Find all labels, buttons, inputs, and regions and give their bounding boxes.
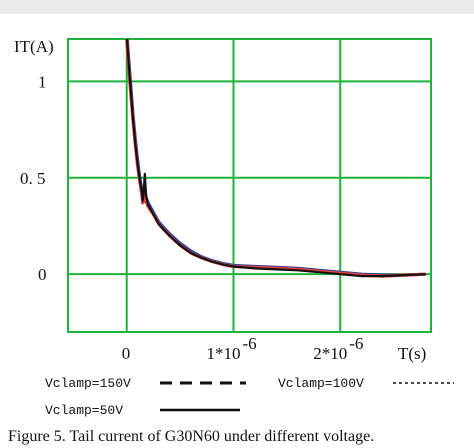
x-tick-label-0: 0 <box>122 344 130 363</box>
top-cropped-strip <box>0 0 474 14</box>
y-tick-label-1: 0. 5 <box>20 169 46 188</box>
y-axis-label: IT(A) <box>14 37 54 56</box>
x-axis-label: T(s) <box>398 344 426 363</box>
x-tick-label-2: 2*10 <box>313 344 347 363</box>
legend-label-2: Vclamp=100V <box>278 376 364 391</box>
x-tick-exponent-1: -6 <box>242 334 256 353</box>
x-tick-label-1: 1*10 <box>206 344 240 363</box>
series-line-3 <box>125 39 426 278</box>
legend-label-3: Vclamp=50V <box>45 403 123 418</box>
legend-label-1: Vclamp=150V <box>45 376 131 391</box>
figure-caption: Figure 5. Tail current of G30N60 under d… <box>8 428 374 445</box>
plot-frame <box>67 38 432 333</box>
y-tick-label-0: 0 <box>38 265 47 284</box>
x-tick-exponent-2: -6 <box>349 334 363 353</box>
legend: Vclamp=150V Vclamp=100V Vclamp=50V <box>45 376 454 418</box>
plot-area: 00. 510 1*10-62*10-6 <box>20 38 432 363</box>
y-tick-label-2: 1 <box>38 72 47 91</box>
